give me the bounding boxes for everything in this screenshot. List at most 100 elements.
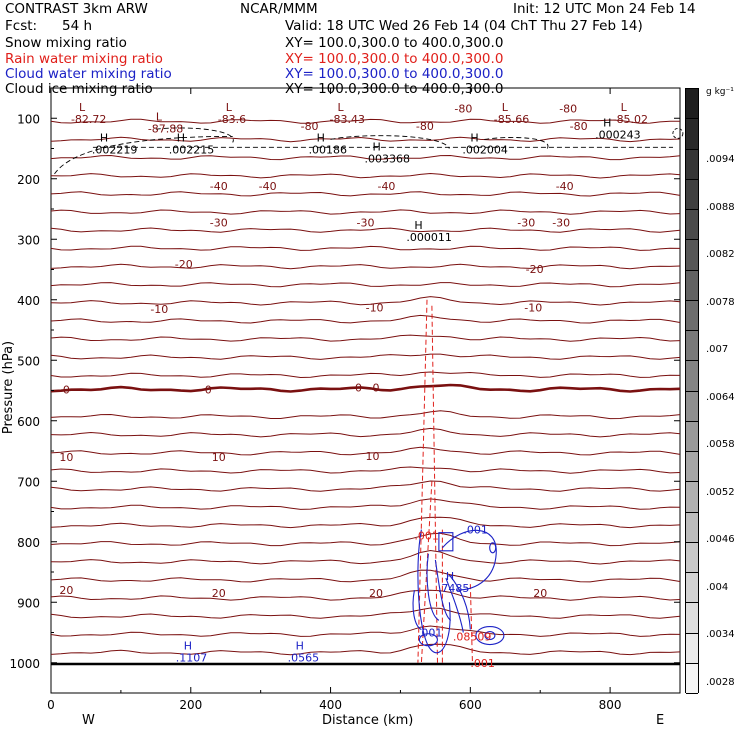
temperature-contour-label: -30 — [552, 216, 570, 229]
y-tick-label: 100 — [17, 112, 40, 126]
temperature-contour-label: -20 — [526, 263, 544, 276]
cloud-water-contour — [484, 630, 496, 641]
colorbar-swatch — [686, 210, 698, 241]
extremum-value: -87.88 — [148, 122, 183, 135]
temperature-contour-label: -40 — [377, 180, 395, 193]
colorbar-swatch — [686, 391, 698, 422]
temperature-contour — [50, 625, 681, 637]
y-tick-label: 700 — [17, 475, 40, 489]
temperature-contour — [50, 118, 681, 124]
temperature-contour — [50, 209, 681, 215]
cloud-water-contour — [448, 574, 471, 630]
temperature-contour-label: -10 — [150, 303, 168, 316]
temperature-contour-label: 20 — [212, 587, 226, 600]
extremum-letter: L — [156, 110, 163, 123]
cloud-water-contour — [426, 553, 440, 621]
extremum-letter: L — [338, 101, 345, 114]
temperature-contour-label: -30 — [517, 216, 535, 229]
colorbar-swatch — [686, 270, 698, 301]
extremum-value: -83.43 — [330, 113, 365, 126]
model-title: CONTRAST 3km ARW — [5, 1, 148, 17]
colorbar-tick-label: .007 — [706, 344, 729, 355]
temperature-contour — [50, 516, 681, 529]
cloud-ice-contour — [155, 127, 234, 143]
legend-snow-xy: XY= 100.0,300.0 to 400.0,300.0 — [285, 35, 504, 51]
colorbar-tick-label: .0028 — [706, 676, 735, 688]
temperature-contour-label: -40 — [259, 180, 277, 193]
temperature-contour — [50, 607, 681, 619]
temperature-contour-label: -40 — [556, 180, 574, 193]
y-tick-label: 1000 — [9, 657, 40, 671]
colorbar-tick-label: .0064 — [706, 391, 735, 403]
temperature-contour-label: -30 — [357, 216, 375, 229]
temperature-contour-label: -40 — [210, 180, 228, 193]
temperature-contour — [50, 154, 681, 161]
temperature-contour — [50, 446, 681, 456]
extremum-letter: H — [603, 116, 611, 129]
extremum-letter: H — [470, 131, 478, 144]
temperature-contour — [50, 532, 681, 547]
forecast-hours: 54 h — [62, 18, 93, 34]
temperature-contour-label: -80 — [570, 120, 588, 133]
extremum-value: -85.66 — [494, 113, 529, 126]
temperature-contour-label: 20 — [59, 584, 73, 597]
colorbar-swatch — [686, 482, 698, 513]
valid-time: Valid: 18 UTC Wed 26 Feb 14 (04 ChT Thu … — [285, 18, 643, 34]
forecast-label: Fcst: — [5, 18, 38, 34]
temperature-contour — [50, 498, 681, 510]
extremum-value: .002215 — [169, 143, 215, 156]
extremum-value: .00186 — [309, 143, 348, 156]
extremum-value: .7485 — [438, 582, 470, 595]
extremum-value: .002004 — [462, 143, 508, 156]
temperature-contour-label: -80 — [454, 103, 472, 116]
cloud-water-contour — [412, 590, 422, 630]
extremum-letter: L — [621, 101, 628, 114]
temperature-contour — [50, 263, 681, 270]
temperature-contour — [50, 589, 681, 601]
colorbar-swatch — [686, 149, 698, 180]
colorbar-swatch — [686, 240, 698, 271]
temperature-contour-label: -30 — [210, 216, 228, 229]
temperature-contour-label: 0 — [205, 383, 212, 396]
legend-rain-xy: XY= 100.0,300.0 to 400.0,300.0 — [285, 51, 504, 67]
cloud-water-contour — [475, 625, 505, 646]
x-tick-label: 600 — [459, 698, 482, 712]
temperature-contour-label: -20 — [175, 258, 193, 271]
mixing-ratio-label: .08509 — [453, 631, 492, 644]
temperature-contour-label: 20 — [533, 587, 547, 600]
extremum-letter: H — [100, 131, 108, 144]
colorbar-swatch — [686, 512, 698, 543]
y-tick-label: 200 — [17, 173, 40, 187]
colorbar-swatch — [686, 573, 698, 604]
colorbar-tick-label: .004 — [706, 581, 729, 593]
legend-cloudwater-xy: XY= 100.0,300.0 to 400.0,300.0 — [285, 66, 504, 82]
init-time: Init: 12 UTC Mon 24 Feb 14 — [513, 1, 696, 17]
colorbar-unit: g kg⁻¹ — [706, 87, 734, 97]
colorbar-swatch — [686, 89, 698, 120]
cloud-water-contour — [445, 577, 464, 633]
y-axis-title: Pressure (hPa) — [1, 340, 17, 435]
mixing-ratio-label: .001 — [414, 530, 439, 543]
colorbar-swatch — [686, 361, 698, 392]
colorbar-swatch — [686, 452, 698, 483]
colorbar-tick-label: .0058 — [706, 439, 735, 450]
temperature-contour — [50, 466, 681, 474]
y-tick-label: 300 — [17, 233, 40, 247]
colorbar — [685, 88, 699, 694]
extremum-value: .1107 — [176, 652, 208, 665]
temperature-contour — [50, 172, 681, 179]
colorbar-tick-label: .0046 — [706, 534, 735, 545]
colorbar-swatch — [686, 542, 698, 573]
colorbar-swatch — [686, 179, 698, 210]
extremum-value: -82.72 — [71, 113, 106, 126]
temperature-contour — [50, 314, 681, 324]
extremum-value: -85.02 — [613, 113, 648, 126]
legend-cloudice-xy: XY= 100.0,300.0 to 400.0,300.0 — [285, 81, 504, 97]
extremum-value: .0565 — [288, 652, 320, 665]
cloud-ice-contour — [672, 127, 684, 139]
x-tick-label: 400 — [319, 698, 342, 712]
temperature-contour-label: 10 — [365, 450, 379, 463]
temperature-contour-label: 0 — [63, 383, 70, 396]
temperature-contour — [50, 427, 681, 438]
